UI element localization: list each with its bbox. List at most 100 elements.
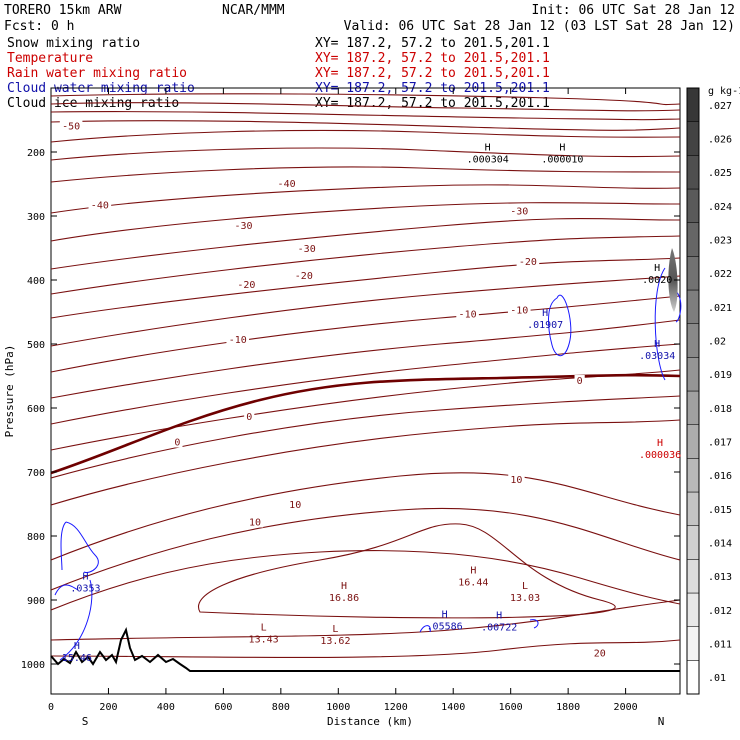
colorbar-label: .012 [708, 606, 732, 617]
x-tick-label: 200 [99, 702, 117, 713]
colorbar: g kg-1 .01 .011 .012 .013 .014 .015 .016 .017 .0… [686, 86, 740, 695]
extremum-value: 13.03 [510, 593, 540, 604]
extremum-marker: H [470, 566, 476, 577]
contour-label: -50 [62, 121, 80, 132]
extremum-marker: H [485, 142, 491, 153]
colorbar-label: .013 [708, 572, 732, 583]
extremum-value: .05586 [427, 622, 463, 633]
colorbar-swatch [686, 424, 700, 459]
extremum-marker: L [522, 581, 528, 592]
plot-frame [50, 87, 681, 695]
extremum-value: 13.62 [320, 636, 350, 647]
extremum-value: 16.44 [458, 578, 488, 589]
extremum-marker: L [261, 622, 267, 633]
colorbar-swatch [686, 525, 700, 560]
x-tick-label: 1600 [499, 702, 523, 713]
contour-label: -20 [237, 280, 255, 291]
colorbar-label: .025 [708, 168, 732, 179]
x-tick-label: 1000 [326, 702, 350, 713]
contour-label: 0 [174, 437, 180, 448]
extremum-value: .000010 [541, 154, 583, 165]
colorbar-label: .019 [708, 370, 732, 381]
y-tick-label: 900 [27, 596, 45, 607]
y-tick-label: 300 [27, 212, 45, 223]
legend-rain-xy: XY= 187.2, 57.2 to 201.5,201.1 [315, 66, 550, 81]
colorbar-swatch [686, 592, 700, 627]
x-tick-label: 0 [48, 702, 54, 713]
extremum-value: .0020 [642, 275, 672, 286]
contour-label-bg [88, 199, 112, 211]
extremum-value: .03034 [639, 351, 675, 362]
contour-label: -40 [278, 179, 296, 190]
valid-time: Valid: 06 UTC Sat 28 Jan 12 (03 LST Sat … [344, 19, 735, 34]
forecast-hour: Fcst: 0 h [4, 19, 74, 34]
x-tick-label: 1200 [384, 702, 408, 713]
extremum-value: 16.86 [329, 593, 359, 604]
colorbar-label: .014 [708, 539, 732, 550]
colorbar-label: .027 [708, 101, 732, 112]
colorbar-label: .01 [708, 673, 726, 684]
extremum-marker: H [654, 339, 660, 350]
contour-label-bg [516, 256, 540, 267]
extremum-marker: H [559, 142, 565, 153]
contour-label-bg [226, 334, 250, 346]
legend-snow: Snow mixing ratio [7, 36, 140, 51]
colorbar-swatch [686, 491, 700, 526]
extremum-value: .00722 [481, 622, 517, 633]
contour-label: -10 [459, 309, 477, 320]
contour-label-bg [172, 436, 183, 448]
contour-label-bg [59, 120, 83, 132]
extremum-marker: H [82, 571, 88, 582]
contour-label-bg [507, 205, 531, 217]
colorbar-swatch [686, 626, 700, 661]
y-axis-label: Pressure (hPa) [3, 345, 16, 438]
colorbar-label: .016 [708, 471, 732, 482]
colorbar-unit: g kg-1 [708, 86, 740, 97]
colorbar-label: .011 [708, 640, 732, 651]
y-tick-label: 700 [27, 468, 45, 479]
contour-label-bg [235, 279, 258, 291]
colorbar-label: .018 [708, 404, 732, 415]
extremum-marker: H [496, 610, 502, 621]
center-title: NCAR/MMM [222, 3, 285, 18]
legend-snow-xy: XY= 187.2, 57.2 to 201.5,201.1 [315, 36, 550, 51]
extremum-marker: H [74, 641, 80, 652]
x-tick-label: 2000 [614, 702, 638, 713]
colorbar-swatch [686, 660, 700, 695]
legend-temperature: Temperature [7, 51, 93, 66]
x-axis-label: Distance (km) [327, 715, 413, 728]
contour-label: -20 [519, 257, 537, 268]
colorbar-label: .02 [708, 337, 726, 348]
colorbar-swatch [686, 323, 700, 358]
x-tick-label: 400 [157, 702, 175, 713]
y-tick-label: 800 [27, 532, 45, 543]
colorbar-label: .015 [708, 505, 732, 516]
terrain-line [50, 627, 680, 672]
contour-label-bg [508, 474, 525, 486]
y-tick-label: 500 [27, 340, 45, 351]
colorbar-swatch [686, 222, 700, 257]
colorbar-label: .017 [708, 438, 732, 449]
colorbar-swatch [686, 155, 700, 190]
extremum-marker: H [341, 581, 347, 592]
x-tick-label: 800 [272, 702, 290, 713]
contour-label: 10 [289, 500, 301, 511]
extremum-value: .000036 [639, 450, 681, 461]
contour-label-bg [246, 516, 264, 528]
extremum-marker: H [442, 610, 448, 621]
contour-label: -30 [234, 221, 252, 232]
contour-label: 10 [249, 517, 261, 528]
colorbar-swatch [686, 87, 700, 122]
contour-label: -30 [298, 244, 316, 255]
y-tick-label: 200 [27, 148, 45, 159]
model-title: TORERO 15km ARW [4, 3, 122, 18]
contour-label: 0 [577, 376, 583, 387]
contour-label-bg [292, 270, 316, 282]
contour-label-bg [456, 308, 479, 320]
colorbar-swatch [686, 390, 700, 425]
colorbar-swatch [686, 458, 700, 493]
contour-label: 0 [246, 412, 252, 423]
colorbar-label: .024 [708, 202, 732, 213]
contour-label: -40 [91, 201, 109, 212]
